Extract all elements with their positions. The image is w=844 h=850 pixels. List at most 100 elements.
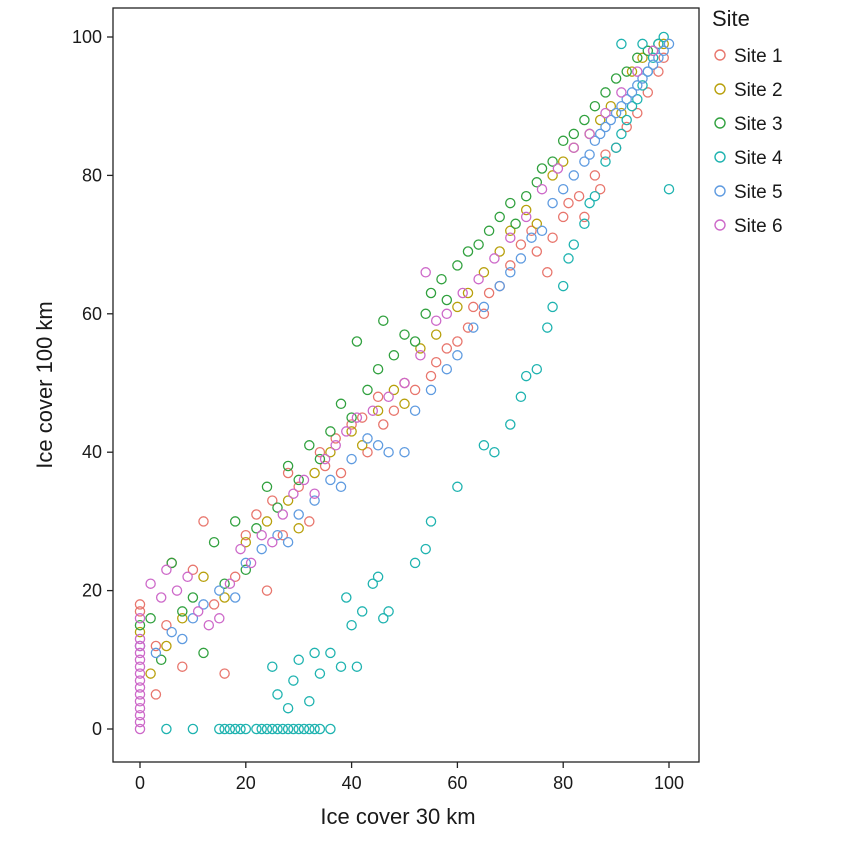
point-site-3-26 [399, 329, 410, 340]
point-site-6-31 [309, 488, 320, 499]
point-site-4-12 [272, 723, 283, 735]
point-site-6-30 [298, 474, 310, 486]
point-site-1-57 [642, 87, 654, 98]
point-site-1-13 [251, 509, 262, 520]
point-site-6-5 [134, 689, 146, 700]
point-site-5-7 [229, 592, 241, 603]
point-site-6-54 [632, 66, 643, 77]
point-site-2-33 [626, 66, 638, 77]
point-site-6-53 [616, 87, 627, 98]
x-tick-label-0: 0 [135, 773, 145, 793]
point-site-6-16 [155, 592, 167, 603]
point-site-4-13 [277, 723, 289, 735]
point-site-3-4 [177, 606, 188, 617]
point-site-3-30 [436, 273, 447, 285]
point-site-2-2 [161, 640, 172, 652]
point-site-5-13 [309, 495, 320, 506]
point-site-4-44 [478, 440, 490, 451]
point-site-5-19 [383, 446, 394, 458]
point-site-1-11 [229, 571, 241, 583]
point-site-6-50 [568, 142, 580, 153]
point-site-5-31 [536, 225, 548, 237]
point-site-6-12 [134, 640, 146, 652]
point-site-1-33 [430, 356, 442, 368]
point-site-5-32 [547, 197, 558, 209]
point-site-4-3 [219, 723, 230, 735]
point-site-5-35 [579, 156, 590, 167]
point-site-4-70 [637, 38, 648, 50]
point-site-2-34 [637, 52, 648, 64]
point-site-4-56 [584, 197, 595, 209]
point-site-4-36 [367, 578, 379, 589]
point-site-4-46 [505, 419, 516, 430]
legend-marker-site-1 [714, 49, 726, 61]
point-site-4-24 [282, 702, 294, 714]
point-site-2-13 [356, 440, 368, 451]
point-site-1-59 [658, 52, 669, 64]
point-site-3-20 [346, 412, 357, 423]
point-site-5-43 [621, 94, 632, 105]
point-site-6-23 [224, 578, 236, 589]
point-site-2-7 [261, 516, 273, 527]
point-site-4-28 [309, 647, 320, 659]
point-site-6-47 [520, 211, 532, 223]
point-site-5-39 [600, 121, 611, 133]
point-site-5-37 [589, 135, 601, 147]
point-site-1-35 [452, 336, 463, 347]
point-site-5-22 [425, 384, 437, 396]
point-site-3-22 [362, 384, 373, 396]
point-site-3-40 [531, 177, 543, 188]
legend-marker-site-2 [714, 83, 726, 95]
legend-marker-site-6 [714, 219, 726, 231]
point-site-6-32 [319, 453, 331, 465]
point-site-6-18 [171, 585, 183, 596]
point-site-6-10 [134, 654, 146, 666]
point-site-3-50 [632, 52, 643, 64]
point-site-3-14 [282, 460, 294, 472]
point-site-6-9 [134, 661, 146, 672]
point-site-2-26 [547, 170, 558, 181]
point-site-5-46 [637, 73, 648, 84]
point-site-4-15 [288, 723, 299, 735]
point-site-6-1 [134, 716, 146, 728]
point-site-5-26 [478, 301, 490, 313]
point-site-2-19 [452, 301, 463, 313]
point-site-1-15 [267, 495, 278, 506]
legend-label-site-1: Site 1 [734, 46, 783, 67]
point-site-4-61 [621, 114, 632, 126]
legend-label-site-5: Site 5 [734, 182, 783, 203]
point-site-1-52 [594, 183, 606, 195]
y-tick-label-20: 20 [82, 581, 102, 601]
point-site-6-7 [134, 675, 146, 686]
point-site-6-34 [341, 426, 352, 437]
point-site-6-37 [383, 391, 394, 403]
point-site-1-43 [526, 225, 537, 237]
point-site-1-36 [462, 322, 474, 333]
point-site-2-32 [616, 107, 627, 119]
point-site-6-11 [134, 647, 146, 659]
point-site-6-3 [134, 702, 146, 714]
point-site-4-33 [346, 619, 357, 631]
point-site-5-18 [372, 440, 384, 451]
point-site-4-69 [663, 183, 675, 195]
point-site-6-21 [203, 619, 215, 631]
point-site-4-10 [261, 723, 273, 735]
point-site-4-26 [293, 654, 304, 666]
point-site-5-33 [557, 183, 569, 195]
legend-marker-site-3 [714, 117, 726, 129]
x-axis-title: Ice cover 30 km [320, 804, 475, 829]
point-site-6-25 [245, 557, 257, 569]
point-site-1-37 [468, 301, 479, 313]
point-site-5-27 [494, 280, 505, 292]
point-site-4-67 [653, 38, 664, 50]
point-site-4-71 [616, 38, 627, 50]
point-site-4-23 [272, 689, 283, 700]
point-site-3-51 [642, 45, 654, 57]
point-site-5-1 [150, 647, 162, 659]
point-site-3-17 [314, 453, 326, 465]
point-site-5-4 [187, 613, 199, 624]
point-site-4-29 [314, 668, 326, 679]
point-site-4-66 [647, 52, 659, 64]
point-site-3-3 [166, 557, 177, 569]
